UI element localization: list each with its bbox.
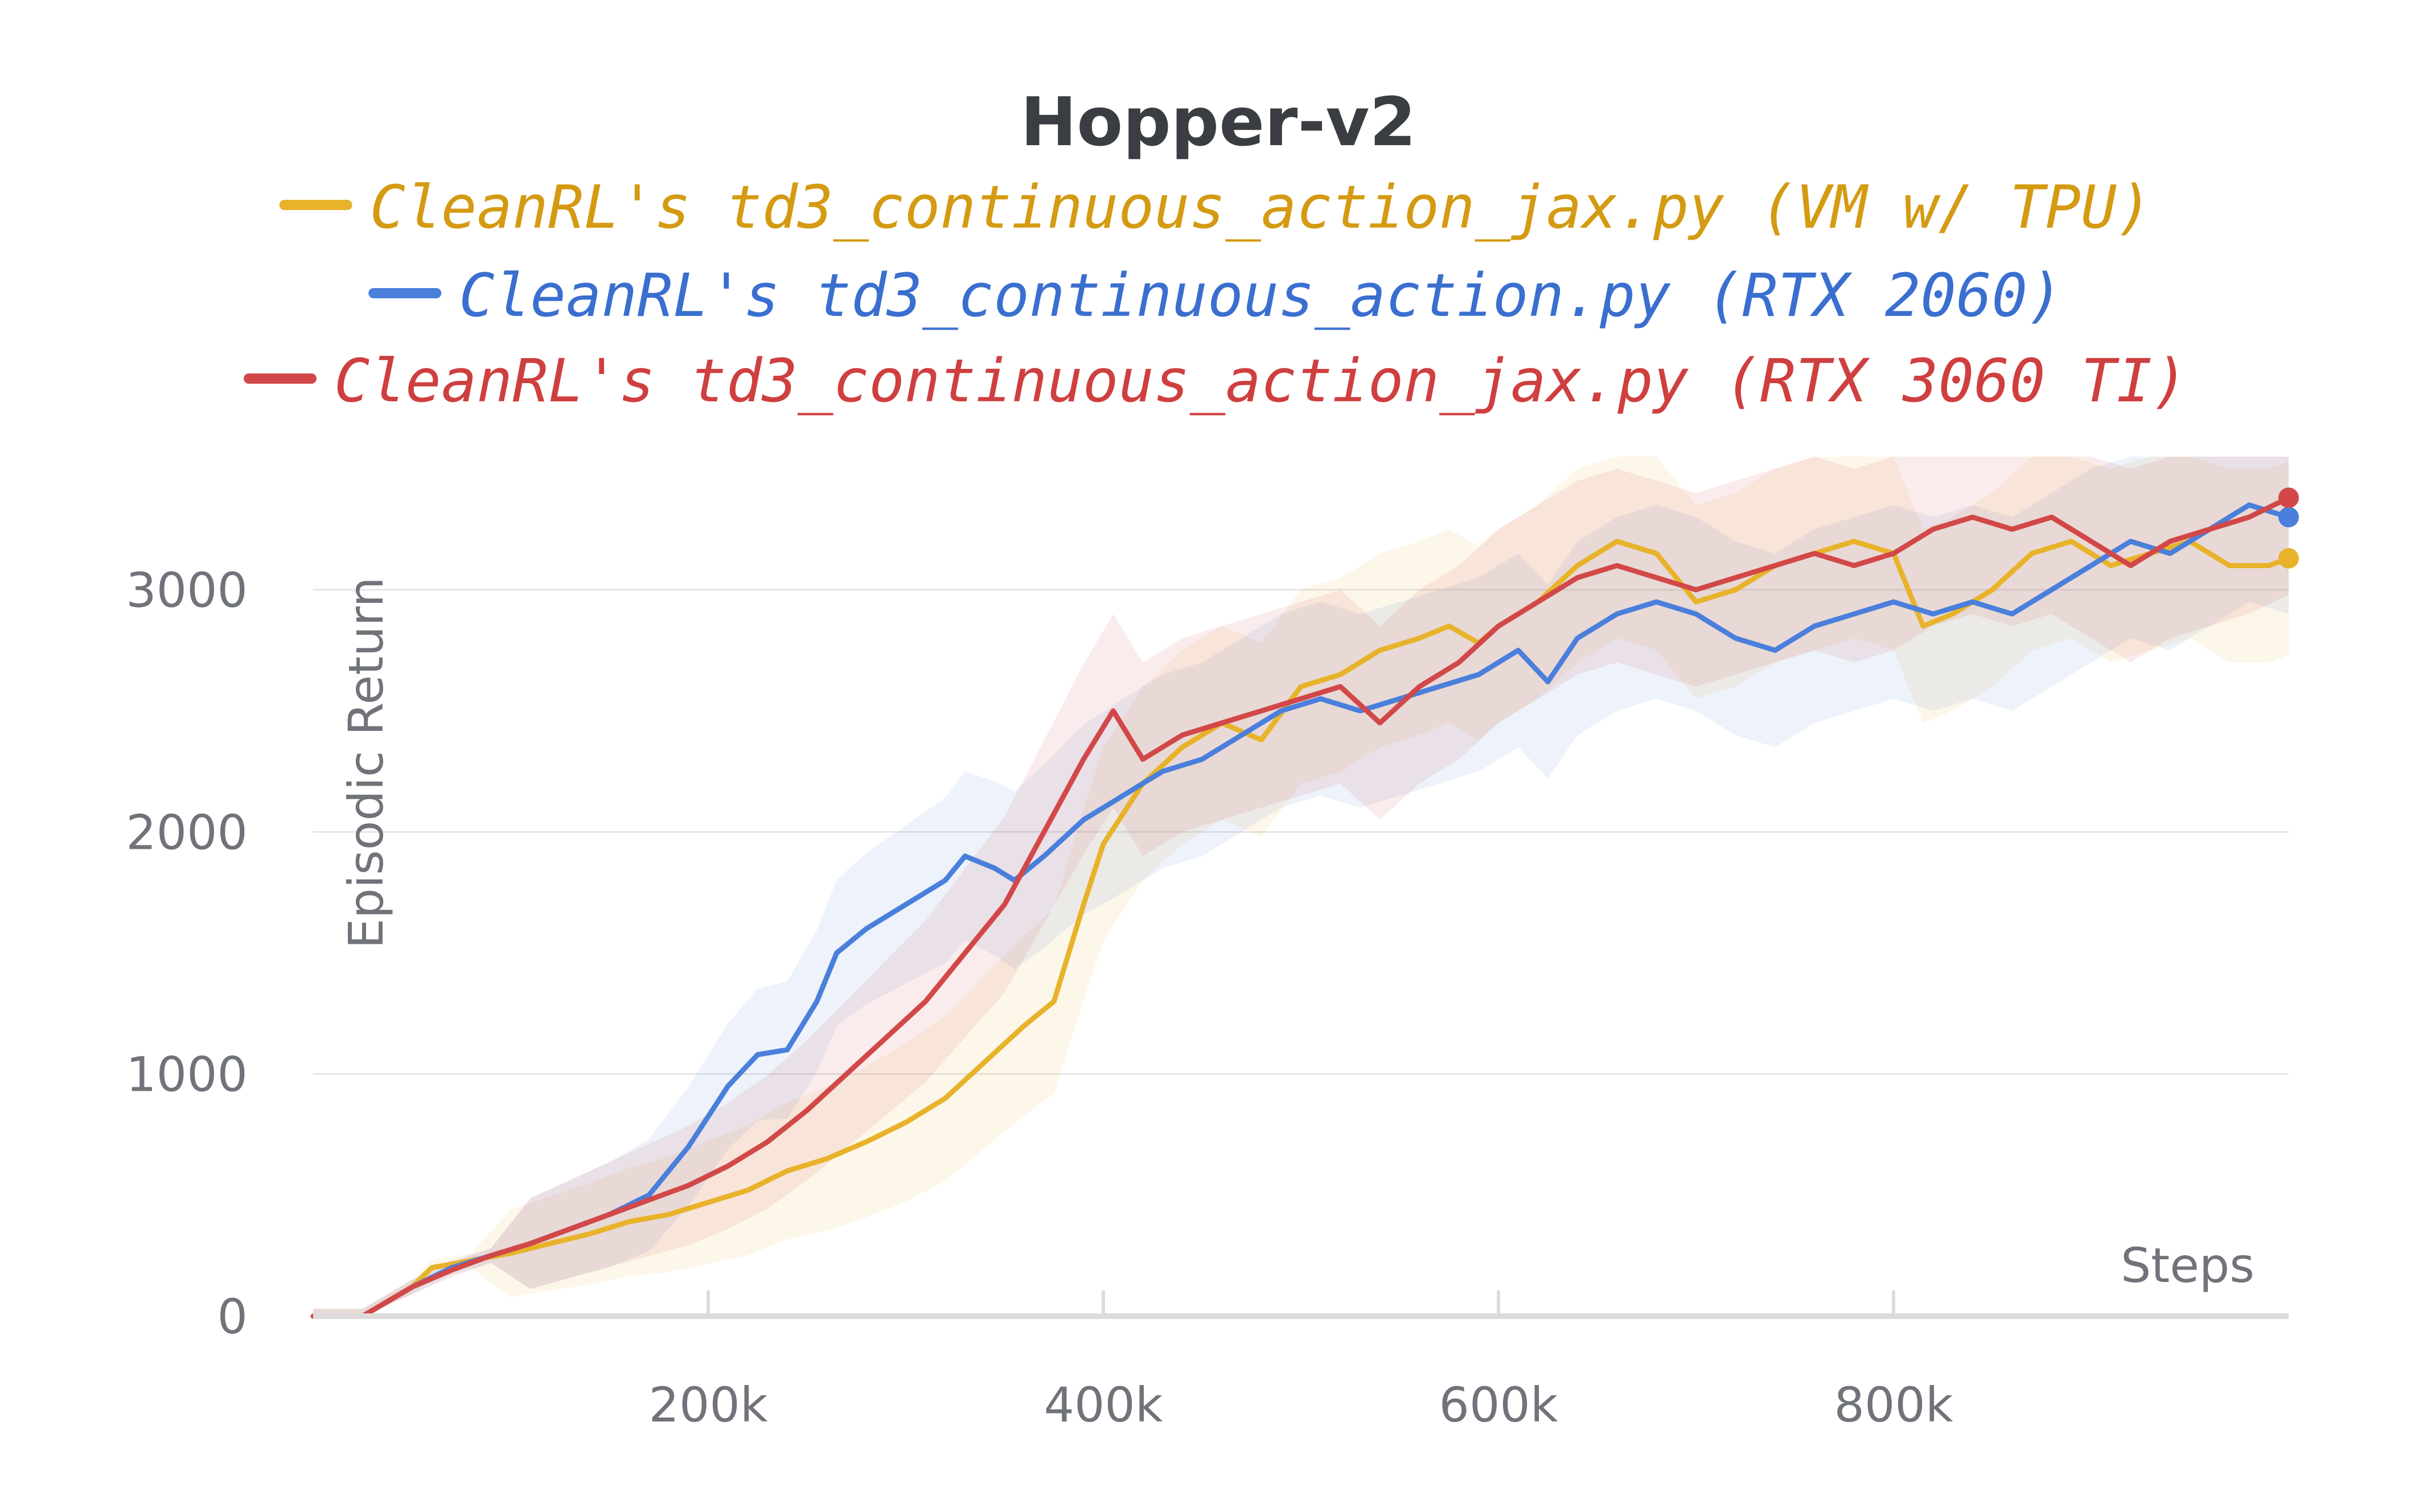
y-axis-label: Episodic Return: [338, 577, 394, 948]
gridlines: [313, 589, 2289, 1075]
legend-item[interactable]: CleanRL's td3_continuous_action.py (RTX …: [368, 261, 2063, 330]
legend-label: CleanRL's td3_continuous_action_jax.py (…: [334, 346, 2188, 416]
legend-item[interactable]: CleanRL's td3_continuous_action_jax.py (…: [279, 172, 2153, 242]
x-tick-label: 600k: [1439, 1377, 1558, 1433]
legend-item[interactable]: CleanRL's td3_continuous_action_jax.py (…: [244, 346, 2188, 416]
y-tick-label: 0: [217, 1289, 248, 1345]
legend-label: CleanRL's td3_continuous_action.py (RTX …: [459, 261, 2063, 330]
series-endpoints[interactable]: [2278, 487, 2299, 569]
series-line[interactable]: [310, 495, 2291, 1319]
y-axis-ticks: 0 1000 2000 3000: [126, 562, 248, 1345]
y-tick-label: 3000: [126, 562, 248, 618]
legend[interactable]: CleanRL's td3_continuous_action_jax.py (…: [244, 172, 2188, 416]
series-lines[interactable]: [310, 495, 2291, 1319]
series-end-marker[interactable]: [2278, 487, 2299, 508]
confidence-band: [313, 457, 2289, 1316]
confidence-band: [313, 457, 2289, 1316]
x-axis-label: Steps: [2121, 1238, 2254, 1293]
x-tick-label: 400k: [1044, 1377, 1163, 1433]
chart-title: Hopper-v2: [1021, 83, 1416, 161]
confidence-band: [313, 457, 2289, 1316]
x-tick-label: 200k: [649, 1377, 768, 1433]
y-tick-label: 2000: [126, 804, 248, 860]
series-end-marker[interactable]: [2278, 507, 2299, 528]
series-line[interactable]: [310, 539, 2291, 1319]
series-end-marker[interactable]: [2278, 548, 2299, 569]
y-tick-label: 1000: [126, 1047, 248, 1103]
confidence-bands: [313, 457, 2289, 1316]
series-line[interactable]: [310, 502, 2291, 1319]
x-tick-label: 800k: [1834, 1377, 1953, 1433]
x-axis: 200k 400k 600k 800k: [313, 1291, 2289, 1433]
legend-label: CleanRL's td3_continuous_action_jax.py (…: [370, 172, 2153, 242]
